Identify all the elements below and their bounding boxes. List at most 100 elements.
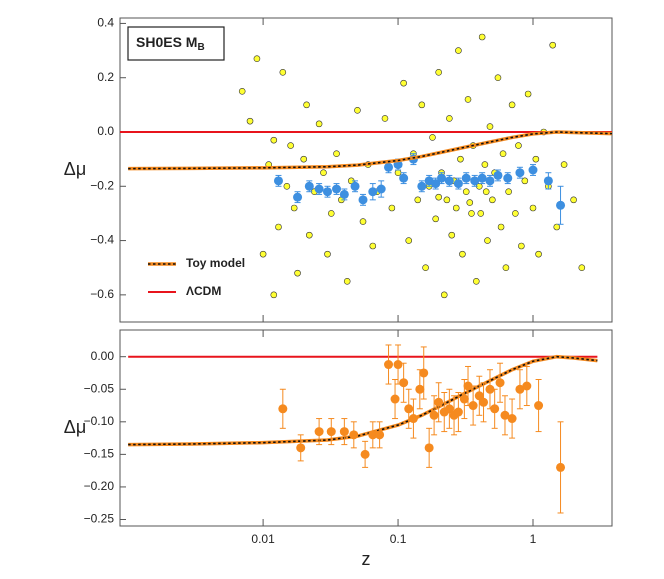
point — [350, 181, 360, 191]
point — [294, 269, 301, 277]
point — [437, 173, 447, 183]
y-tick-label: −0.15 — [84, 447, 115, 461]
legend-label: ΛCDM — [186, 284, 221, 298]
point — [390, 394, 400, 404]
point — [314, 427, 324, 437]
point — [287, 142, 294, 149]
point — [534, 401, 544, 411]
point — [556, 462, 566, 472]
point — [515, 168, 525, 178]
point — [400, 79, 407, 87]
point — [440, 291, 448, 299]
point — [518, 242, 525, 250]
point — [434, 397, 444, 407]
y-tick-label: −0.2 — [90, 178, 114, 192]
point — [322, 187, 332, 197]
point — [468, 401, 478, 411]
point — [474, 391, 484, 401]
point — [478, 33, 486, 41]
point — [419, 368, 429, 378]
title-subscript: B — [197, 42, 204, 53]
point — [446, 115, 453, 122]
point — [388, 204, 396, 212]
point — [493, 170, 503, 180]
point — [556, 200, 566, 210]
point — [360, 449, 370, 459]
point — [453, 179, 463, 189]
point — [429, 134, 436, 141]
point — [444, 176, 454, 186]
point — [503, 173, 513, 183]
point — [484, 237, 491, 244]
y-tick-label: 0.00 — [91, 349, 115, 363]
point — [485, 384, 495, 394]
x-tick-label: 0.01 — [251, 532, 275, 546]
point — [339, 189, 349, 199]
point — [393, 360, 403, 370]
point — [532, 155, 540, 163]
point — [358, 195, 368, 205]
point — [293, 192, 303, 202]
point — [296, 443, 306, 453]
point — [303, 101, 310, 109]
point — [343, 277, 351, 285]
y-axis-label: Δμ — [64, 159, 86, 179]
point — [452, 204, 460, 212]
y-tick-label: −0.05 — [84, 381, 115, 395]
point — [238, 87, 246, 95]
x-axis-label: z — [362, 549, 371, 569]
point — [497, 223, 505, 231]
plot-area — [128, 344, 598, 514]
point — [399, 378, 409, 388]
point — [486, 123, 494, 130]
point — [368, 187, 378, 197]
point — [482, 188, 490, 196]
point — [414, 196, 422, 204]
x-tick-label: 0.1 — [390, 532, 407, 546]
point — [499, 150, 507, 158]
title-box — [127, 26, 225, 61]
point — [246, 117, 254, 125]
point — [283, 182, 291, 190]
point — [259, 250, 267, 258]
point — [384, 162, 394, 172]
x-tick-label: 1 — [530, 532, 537, 546]
point — [466, 199, 474, 206]
point — [457, 155, 464, 163]
point — [333, 150, 340, 158]
point — [432, 215, 439, 223]
point — [443, 196, 451, 204]
point — [279, 68, 287, 76]
point — [424, 443, 434, 453]
point — [417, 181, 427, 191]
point — [405, 237, 413, 244]
point — [315, 120, 323, 128]
point — [477, 173, 487, 183]
point — [462, 188, 470, 196]
plot-frame — [119, 17, 613, 323]
point — [553, 223, 561, 231]
point — [275, 223, 282, 231]
y-tick-label: −0.4 — [90, 233, 114, 247]
point — [453, 407, 463, 417]
point — [459, 250, 466, 258]
point — [273, 176, 283, 186]
point — [415, 384, 425, 394]
point — [528, 165, 538, 175]
point — [463, 381, 473, 391]
point — [529, 204, 537, 212]
y-axis-label: Δμ — [64, 417, 86, 437]
point — [560, 161, 568, 168]
point — [418, 101, 426, 109]
point — [278, 404, 288, 414]
y-tick-label: 0.2 — [97, 70, 114, 84]
point — [459, 394, 469, 404]
y-tick-label: 0.0 — [97, 124, 114, 138]
chart-title: SH0ES MB — [136, 34, 205, 53]
y-tick-label: −0.6 — [90, 287, 114, 301]
point — [502, 264, 510, 272]
point — [253, 55, 261, 63]
point — [455, 47, 462, 54]
point — [490, 404, 500, 414]
